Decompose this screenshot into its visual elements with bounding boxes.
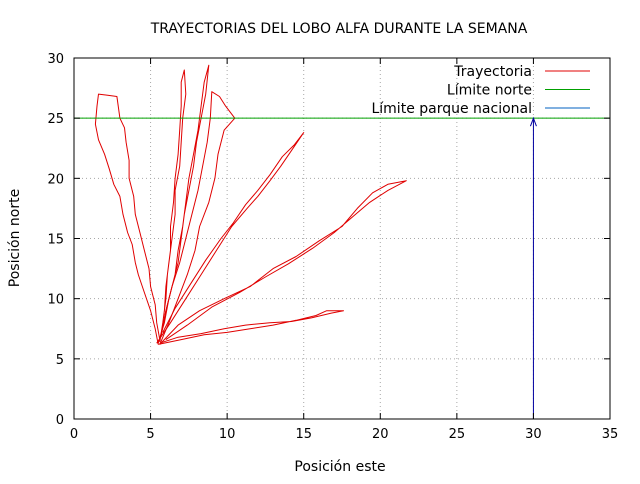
trajectory-path-1 xyxy=(94,93,161,345)
trajectory-path-5 xyxy=(156,132,305,344)
x-tick-label: 30 xyxy=(525,427,542,442)
x-tick-label: 20 xyxy=(372,427,389,442)
trajectory-path-4 xyxy=(159,91,236,345)
y-tick-label: 5 xyxy=(56,353,64,368)
legend-label-1: Trayectoria xyxy=(453,64,532,80)
x-axis-label: Posición este xyxy=(294,459,385,475)
trajectory-path-2 xyxy=(159,69,187,343)
trajectory-path-3 xyxy=(157,64,210,344)
legend-label-2: Límite norte xyxy=(447,83,532,99)
chart-title: TRAYECTORIAS DEL LOBO ALFA DURANTE LA SE… xyxy=(150,21,528,37)
x-tick-label: 25 xyxy=(449,427,466,442)
series-layer xyxy=(74,64,610,419)
x-tick-label: 5 xyxy=(146,427,154,442)
y-tick-label: 15 xyxy=(47,233,64,248)
x-tick-label: 0 xyxy=(70,427,78,442)
y-axis-label: Posición norte xyxy=(7,189,23,287)
legend: Trayectoria Límite norte Límite parque nac… xyxy=(371,64,590,117)
y-tick-label: 0 xyxy=(56,413,64,428)
x-tick-label: 15 xyxy=(295,427,312,442)
y-tick-label: 30 xyxy=(47,52,64,67)
y-tick-label: 10 xyxy=(47,293,64,308)
x-tick-label: 10 xyxy=(219,427,236,442)
trajectory-path-7 xyxy=(158,310,344,345)
y-tick-label: 25 xyxy=(47,112,64,127)
y-tick-label: 20 xyxy=(47,172,64,187)
legend-label-3: Límite parque nacional xyxy=(371,101,532,117)
park-limit-arrowhead xyxy=(529,116,537,127)
trajectory-path-6 xyxy=(159,180,407,345)
ticks: 0 5 10 15 20 25 30 35 0 5 10 15 20 25 30 xyxy=(47,52,618,442)
x-tick-label: 35 xyxy=(602,427,619,442)
